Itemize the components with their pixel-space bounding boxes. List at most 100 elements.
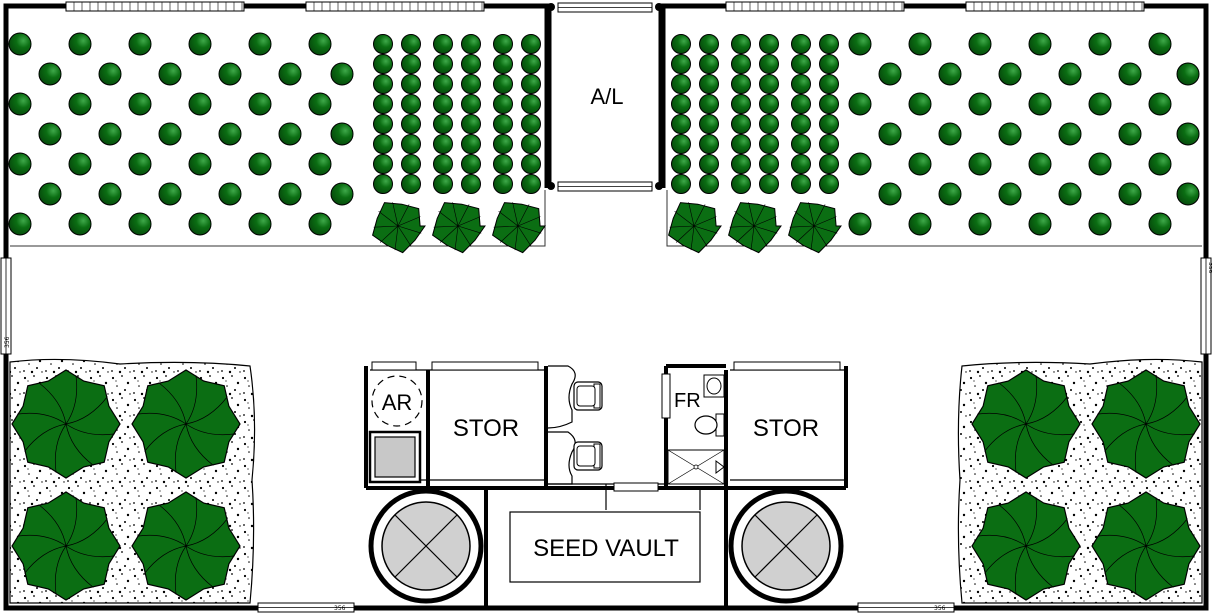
plant-dot-icon	[731, 154, 751, 174]
plant-dot-icon	[8, 212, 32, 236]
window-strip	[65, 1, 245, 12]
plant-dot-icon	[1058, 62, 1082, 86]
central-module: AR STOR STOR FR	[364, 361, 848, 606]
plant-dot-icon	[759, 74, 779, 94]
tree-icon	[971, 491, 1081, 601]
plant-dot-icon	[373, 34, 393, 54]
plant-dot-icon	[671, 134, 691, 154]
plant-dot-icon	[968, 152, 992, 176]
plant-dot-icon	[819, 154, 839, 174]
plant-dot-icon	[188, 152, 212, 176]
plant-dot-icon	[8, 152, 32, 176]
plant-dot-icon	[248, 92, 272, 116]
plant-dot-icon	[433, 154, 453, 174]
plant-dot-icon	[1088, 92, 1112, 116]
plant-dot-icon	[218, 62, 242, 86]
plant-dot-icon	[1028, 152, 1052, 176]
seed-vault	[509, 511, 701, 583]
plant-dot-icon	[731, 94, 751, 114]
plant-dot-icon	[308, 152, 332, 176]
plant-dot-icon	[373, 74, 393, 94]
plant-dot-icon	[128, 212, 152, 236]
plant-dot-icon	[908, 32, 932, 56]
plant-dot-icon	[791, 154, 811, 174]
plant-dot-icon	[330, 62, 354, 86]
plant-dot-icon	[731, 134, 751, 154]
tree-icon	[11, 369, 121, 479]
plant-dot-icon	[938, 62, 962, 86]
plant-dot-icon	[819, 114, 839, 134]
tank-icon	[368, 488, 484, 604]
plant-dot-icon	[731, 114, 751, 134]
plant-dot-icon	[188, 92, 212, 116]
plant-dot-icon	[671, 54, 691, 74]
plant-dot-icon	[759, 114, 779, 134]
plant-dot-icon	[521, 54, 541, 74]
shelf	[733, 361, 841, 371]
plant-dot-icon	[521, 174, 541, 194]
plant-dot-icon	[128, 32, 152, 56]
plant-dot-icon	[1148, 152, 1172, 176]
plant-dot-icon	[68, 92, 92, 116]
plant-dot-icon	[188, 32, 212, 56]
shower-icon	[667, 449, 725, 485]
bed-edge-right	[666, 190, 1202, 247]
plant-dot-icon	[68, 152, 92, 176]
plant-dot-icon	[521, 34, 541, 54]
shelf	[431, 361, 539, 371]
plant-dot-icon	[791, 174, 811, 194]
plant-dot-icon	[848, 152, 872, 176]
plant-dot-icon	[1176, 62, 1200, 86]
plant-dot-icon	[759, 154, 779, 174]
plant-dot-icon	[671, 94, 691, 114]
plant-dot-icon	[218, 122, 242, 146]
plant-dot-icon	[819, 174, 839, 194]
side-window-right: 356	[1200, 257, 1212, 355]
plant-dot-icon	[731, 34, 751, 54]
plant-dot-icon	[401, 154, 421, 174]
plant-dot-icon	[158, 182, 182, 206]
storage-left-label: STOR	[453, 415, 519, 442]
plant-dot-icon	[433, 54, 453, 74]
plant-dot-icon	[98, 182, 122, 206]
plant-dot-icon	[373, 94, 393, 114]
chair-icon	[573, 441, 603, 471]
plant-dot-icon	[401, 34, 421, 54]
plant-dot-icon	[493, 94, 513, 114]
plant-dot-icon	[998, 182, 1022, 206]
plant-dot-icon	[699, 74, 719, 94]
plant-dot-icon	[968, 32, 992, 56]
plant-dot-icon	[248, 32, 272, 56]
tank-icon	[728, 488, 844, 604]
plant-dot-icon	[699, 134, 719, 154]
plant-dot-icon	[819, 34, 839, 54]
plant-bushes	[372, 202, 842, 254]
plant-dot-icon	[308, 32, 332, 56]
plant-dot-icon	[1028, 92, 1052, 116]
seed-vault-label: SEED VAULT	[533, 535, 679, 562]
plant-dot-icon	[433, 74, 453, 94]
plant-dot-icon	[493, 154, 513, 174]
plant-dot-icon	[1148, 212, 1172, 236]
tree-icon	[971, 369, 1081, 479]
bed-edge-left	[10, 190, 546, 247]
plant-dots	[8, 32, 1200, 236]
plant-dot-icon	[759, 134, 779, 154]
plant-dot-icon	[731, 74, 751, 94]
plant-dot-icon	[98, 122, 122, 146]
plant-dot-icon	[433, 134, 453, 154]
plant-dot-icon	[671, 154, 691, 174]
window-strip	[965, 1, 1145, 12]
plant-dot-icon	[1148, 92, 1172, 116]
shelf	[661, 373, 671, 419]
plant-dot-icon	[401, 134, 421, 154]
plant-dot-icon	[158, 62, 182, 86]
plant-dot-icon	[128, 152, 152, 176]
tree-icon	[131, 491, 241, 601]
plant-dot-icon	[759, 174, 779, 194]
plant-dot-icon	[1176, 182, 1200, 206]
plant-dot-icon	[401, 94, 421, 114]
tree-icon	[131, 369, 241, 479]
airlock-label: A/L	[590, 84, 623, 109]
plant-bush-icon	[372, 202, 426, 254]
